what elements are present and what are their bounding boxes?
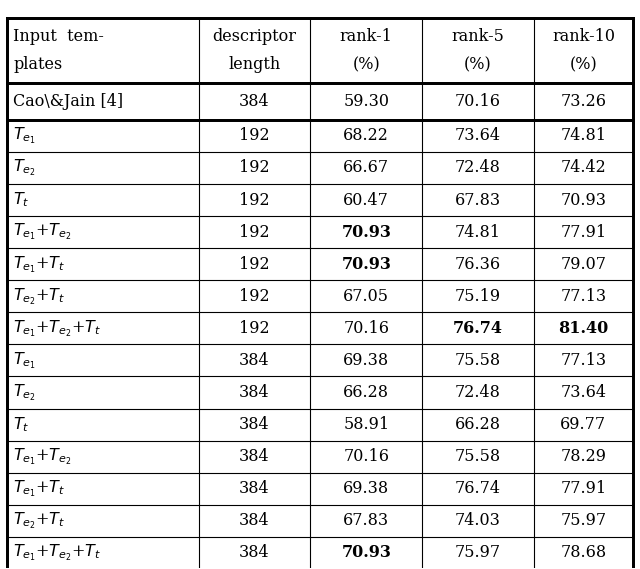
Text: $T_{e_1}$+$T_{e_2}$+$T_t$: $T_{e_1}$+$T_{e_2}$+$T_t$ [13, 318, 102, 339]
Text: 73.26: 73.26 [561, 93, 607, 110]
Text: 70.16: 70.16 [455, 93, 501, 110]
Text: 70.93: 70.93 [341, 224, 391, 241]
Text: 192: 192 [239, 224, 270, 241]
Text: 76.36: 76.36 [455, 255, 501, 273]
Text: 74.81: 74.81 [561, 127, 607, 145]
Text: length: length [228, 56, 281, 73]
Text: 74.81: 74.81 [455, 224, 501, 241]
Text: $T_{e_2}$: $T_{e_2}$ [13, 382, 36, 403]
Text: 72.48: 72.48 [455, 159, 501, 176]
Text: 69.38: 69.38 [343, 352, 389, 369]
Text: 58.91: 58.91 [343, 416, 389, 433]
Text: 73.64: 73.64 [561, 384, 607, 401]
Text: rank-1: rank-1 [340, 28, 393, 45]
Text: 59.30: 59.30 [343, 93, 389, 110]
Text: 192: 192 [239, 127, 270, 145]
Text: 70.16: 70.16 [343, 448, 389, 465]
Text: 384: 384 [239, 352, 270, 369]
Text: 76.74: 76.74 [453, 320, 503, 337]
Text: 81.40: 81.40 [558, 320, 609, 337]
Text: $T_{e_1}$+$T_t$: $T_{e_1}$+$T_t$ [13, 479, 66, 499]
Text: 75.97: 75.97 [561, 512, 607, 529]
Text: $T_{e_1}$+$T_{e_2}$: $T_{e_1}$+$T_{e_2}$ [13, 222, 72, 242]
Text: 192: 192 [239, 192, 270, 209]
Text: $T_{e_1}$+$T_t$: $T_{e_1}$+$T_t$ [13, 254, 66, 274]
Text: 78.29: 78.29 [561, 448, 607, 465]
Text: plates: plates [13, 56, 63, 73]
Text: Input  tem-: Input tem- [13, 28, 104, 45]
Text: 74.03: 74.03 [455, 512, 501, 529]
Text: 70.16: 70.16 [343, 320, 389, 337]
Text: 72.48: 72.48 [455, 384, 501, 401]
Text: 77.13: 77.13 [561, 352, 607, 369]
Text: $T_{e_1}$: $T_{e_1}$ [13, 126, 36, 146]
Text: descriptor: descriptor [212, 28, 296, 45]
Text: 67.05: 67.05 [343, 288, 389, 305]
Text: 192: 192 [239, 320, 270, 337]
Text: 384: 384 [239, 448, 270, 465]
Text: 78.68: 78.68 [561, 545, 607, 562]
Text: $T_{e_1}$+$T_{e_2}$: $T_{e_1}$+$T_{e_2}$ [13, 446, 72, 467]
Text: 75.58: 75.58 [455, 448, 501, 465]
Text: 66.28: 66.28 [455, 416, 501, 433]
Text: 384: 384 [239, 480, 270, 497]
Text: Cao\&Jain [4]: Cao\&Jain [4] [13, 93, 124, 110]
Text: 66.28: 66.28 [343, 384, 389, 401]
Text: 75.19: 75.19 [455, 288, 501, 305]
Text: 384: 384 [239, 416, 270, 433]
Text: 73.64: 73.64 [455, 127, 501, 145]
Text: 69.77: 69.77 [561, 416, 607, 433]
Text: 79.07: 79.07 [561, 255, 607, 273]
Text: 74.42: 74.42 [561, 159, 606, 176]
Text: $T_{e_1}$+$T_{e_2}$+$T_t$: $T_{e_1}$+$T_{e_2}$+$T_t$ [13, 543, 102, 563]
Text: $T_{e_2}$: $T_{e_2}$ [13, 158, 36, 178]
Text: 68.22: 68.22 [344, 127, 389, 145]
Text: 70.93: 70.93 [341, 545, 391, 562]
Text: 77.91: 77.91 [561, 224, 607, 241]
Text: 384: 384 [239, 384, 270, 401]
Text: $T_{e_1}$: $T_{e_1}$ [13, 350, 36, 371]
Text: 75.97: 75.97 [455, 545, 501, 562]
Text: 70.93: 70.93 [341, 255, 391, 273]
Text: 70.93: 70.93 [561, 192, 607, 209]
Text: rank-5: rank-5 [452, 28, 504, 45]
Text: 69.38: 69.38 [343, 480, 389, 497]
Text: 384: 384 [239, 512, 270, 529]
Text: $T_{e_2}$+$T_t$: $T_{e_2}$+$T_t$ [13, 510, 66, 531]
Text: (%): (%) [570, 56, 597, 73]
Text: 60.47: 60.47 [344, 192, 389, 209]
Text: 75.58: 75.58 [455, 352, 501, 369]
Text: 67.83: 67.83 [455, 192, 501, 209]
Text: 67.83: 67.83 [343, 512, 389, 529]
Text: 77.13: 77.13 [561, 288, 607, 305]
Text: 192: 192 [239, 255, 270, 273]
Text: 384: 384 [239, 93, 270, 110]
Text: 66.67: 66.67 [343, 159, 389, 176]
Text: 76.74: 76.74 [455, 480, 501, 497]
Text: rank-10: rank-10 [552, 28, 615, 45]
Text: $T_t$: $T_t$ [13, 415, 30, 434]
Text: 192: 192 [239, 159, 270, 176]
Text: (%): (%) [464, 56, 492, 73]
Text: 77.91: 77.91 [561, 480, 607, 497]
Text: 384: 384 [239, 545, 270, 562]
Text: $T_t$: $T_t$ [13, 191, 30, 209]
Text: $T_{e_2}$+$T_t$: $T_{e_2}$+$T_t$ [13, 286, 66, 307]
Text: (%): (%) [353, 56, 380, 73]
Text: 192: 192 [239, 288, 270, 305]
